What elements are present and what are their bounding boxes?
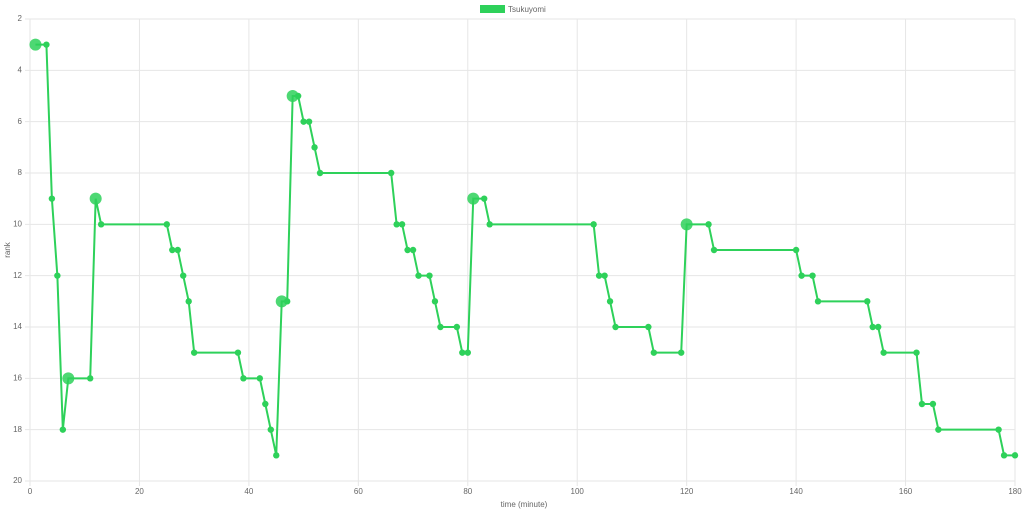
data-point: [1000, 452, 1008, 459]
x-tick-label: 60: [354, 487, 363, 496]
data-point: [169, 246, 176, 254]
data-point: [606, 298, 614, 305]
data-point: [710, 246, 718, 254]
data-point: [798, 272, 805, 279]
data-point: [680, 218, 693, 231]
y-tick-label: 4: [18, 65, 23, 74]
data-point: [43, 41, 50, 48]
data-point: [453, 323, 461, 331]
x-tick-label: 100: [571, 487, 585, 496]
data-point: [792, 246, 800, 254]
data-point: [431, 298, 439, 305]
data-point: [1011, 452, 1019, 459]
data-point: [97, 221, 105, 228]
y-tick-label: 12: [13, 271, 22, 280]
data-point: [185, 298, 192, 305]
x-tick-label: 160: [899, 487, 913, 496]
x-tick-label: 20: [135, 487, 144, 496]
data-point: [256, 375, 264, 382]
data-point: [62, 372, 75, 385]
data-point: [874, 323, 882, 331]
data-point: [650, 349, 658, 356]
data-point: [262, 400, 269, 408]
data-point: [814, 298, 822, 305]
data-point: [677, 349, 685, 356]
data-point: [54, 272, 61, 279]
y-tick-label: 10: [13, 219, 22, 228]
y-tick-label: 20: [13, 476, 22, 485]
y-tick-label: 2: [18, 14, 23, 23]
data-point: [426, 272, 433, 279]
data-point: [918, 400, 926, 408]
data-point: [240, 375, 247, 382]
x-tick-label: 140: [789, 487, 803, 496]
data-point: [234, 349, 242, 356]
data-point: [480, 195, 488, 202]
legend-swatch: [480, 5, 505, 13]
data-point: [190, 349, 198, 356]
data-point: [467, 192, 480, 205]
data-point: [286, 90, 299, 102]
data-point: [645, 323, 652, 331]
data-point: [595, 272, 603, 279]
x-tick-label: 80: [463, 487, 472, 496]
y-tick-label: 18: [13, 425, 22, 434]
data-point: [300, 118, 307, 125]
data-point: [283, 298, 291, 305]
y-tick-label: 14: [13, 322, 22, 331]
x-tick-label: 180: [1008, 487, 1022, 496]
y-tick-label: 16: [13, 373, 22, 382]
data-point: [929, 400, 937, 408]
data-point: [59, 426, 67, 433]
data-point: [273, 452, 280, 459]
data-point: [275, 295, 288, 308]
data-point: [294, 92, 302, 100]
legend-label: Tsukuyomi: [508, 5, 546, 14]
data-point: [89, 192, 102, 205]
data-point: [316, 169, 324, 177]
data-point: [404, 246, 411, 254]
data-point: [415, 272, 422, 279]
data-point: [864, 298, 871, 305]
data-point: [913, 349, 920, 356]
data-point: [486, 221, 493, 228]
data-point: [409, 246, 417, 254]
data-point: [880, 349, 887, 356]
y-tick-label: 8: [18, 168, 23, 177]
data-point: [305, 118, 313, 125]
data-point: [464, 349, 471, 356]
data-point: [174, 246, 181, 254]
x-tick-label: 40: [244, 487, 253, 496]
data-point: [29, 38, 42, 51]
data-point: [995, 426, 1002, 433]
data-point: [267, 426, 274, 433]
data-point: [590, 221, 597, 228]
data-point: [48, 195, 56, 202]
data-point: [86, 375, 94, 382]
data-point: [163, 221, 171, 228]
y-axis-title: rank: [3, 241, 12, 258]
data-point: [809, 272, 816, 279]
data-point: [935, 426, 942, 433]
data-point: [387, 169, 395, 177]
x-axis-title: time (minute): [501, 500, 548, 509]
data-point: [612, 323, 619, 331]
data-point: [869, 323, 876, 331]
data-point: [601, 272, 608, 279]
data-point: [311, 144, 318, 151]
data-point: [705, 221, 712, 228]
data-point: [437, 323, 444, 331]
data-line: [35, 43, 1015, 457]
data-point: [398, 221, 406, 228]
x-tick-label: 120: [680, 487, 694, 496]
x-tick-label: 0: [28, 487, 33, 496]
data-point: [180, 272, 187, 279]
data-point: [459, 349, 466, 356]
y-tick-label: 6: [18, 117, 23, 126]
data-point: [393, 221, 400, 228]
